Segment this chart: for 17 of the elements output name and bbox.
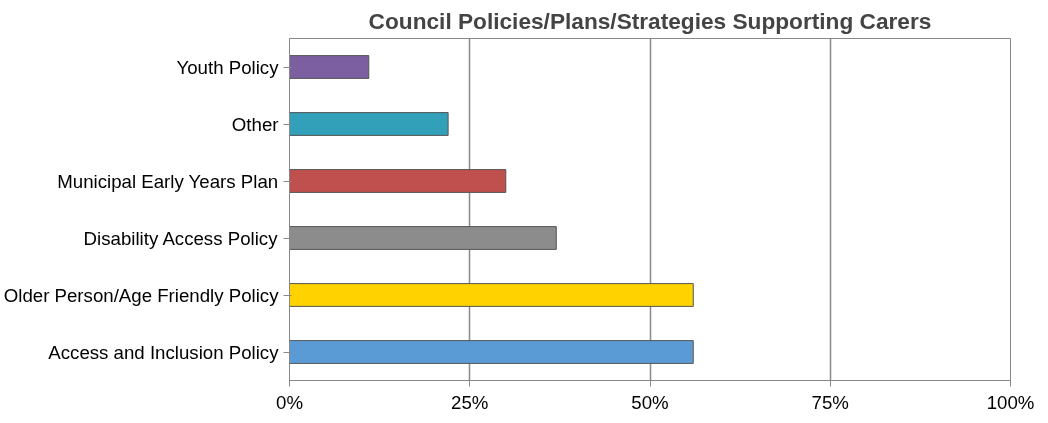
bar	[289, 55, 370, 79]
bar	[289, 112, 449, 136]
y-tick-label: Other	[231, 113, 279, 135]
bar	[289, 340, 694, 364]
x-tick-label: 50%	[631, 391, 669, 413]
y-tick-label: Disability Access Policy	[83, 227, 279, 249]
x-tick-label: 100%	[986, 391, 1035, 413]
y-tick-label: Municipal Early Years Plan	[57, 170, 279, 192]
bar	[289, 283, 694, 307]
x-tick-label: 25%	[451, 391, 489, 413]
y-tick-label: Access and Inclusion Policy	[48, 341, 280, 363]
x-tick-label: 75%	[811, 391, 849, 413]
y-tick-label: Youth Policy	[176, 56, 280, 78]
bar	[289, 169, 507, 193]
y-tick-label: Older Person/Age Friendly Policy	[3, 284, 280, 306]
x-tick-label: 0%	[276, 391, 303, 413]
chart-title: Council Policies/Plans/Strategies Supporting Carers	[368, 7, 932, 34]
